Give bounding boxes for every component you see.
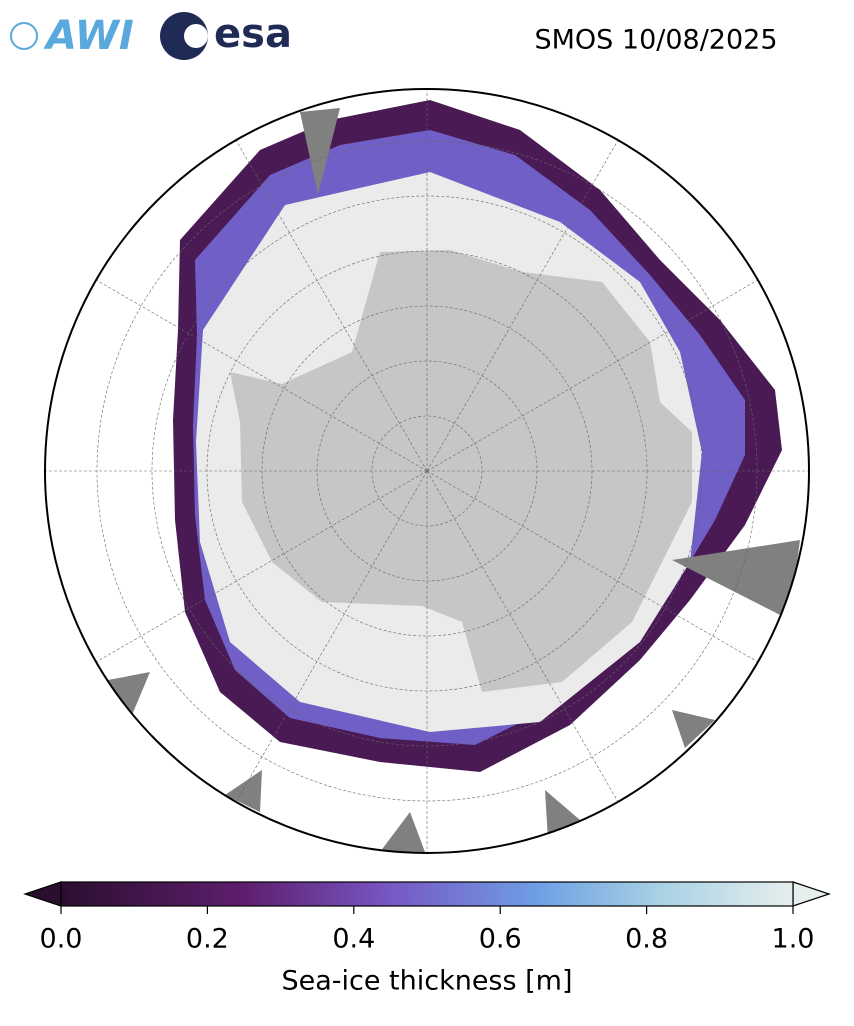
colorbar-tick-label: 1.0 [772,924,815,955]
colorbar: 0.0 0.2 0.4 0.6 0.8 1.0 [23,881,831,955]
meridian [426,470,758,663]
colorbar-tick-label: 0.2 [186,924,229,955]
meridian [96,470,428,663]
logo-awi-text: AWI [43,13,134,59]
colorbar-label: Sea-ice thickness [m] [281,966,572,997]
meridian [426,470,619,802]
colorbar-gradient [60,881,794,907]
logo-esa-text: esa [214,11,292,57]
colorbar-tick-label: 0.0 [40,924,83,955]
map [45,89,809,853]
graticule [45,89,809,853]
meridian [235,470,428,802]
colorbar-tick-label: 0.6 [479,924,522,955]
colorbar-tick-label: 0.8 [625,924,668,955]
meridian [96,279,428,472]
colorbar-tick-label: 0.4 [332,924,375,955]
meridian [426,140,619,472]
meridian [426,279,758,472]
map-frame [44,88,810,854]
meridian [235,140,428,472]
map-title: SMOS 10/08/2025 [534,25,777,56]
land-antarctica [230,250,692,692]
logo-awi: AWI [10,13,134,59]
colorbar-extend-low [23,881,62,907]
logo-esa: esa [160,11,292,60]
colorbar-extend-high [792,881,831,907]
